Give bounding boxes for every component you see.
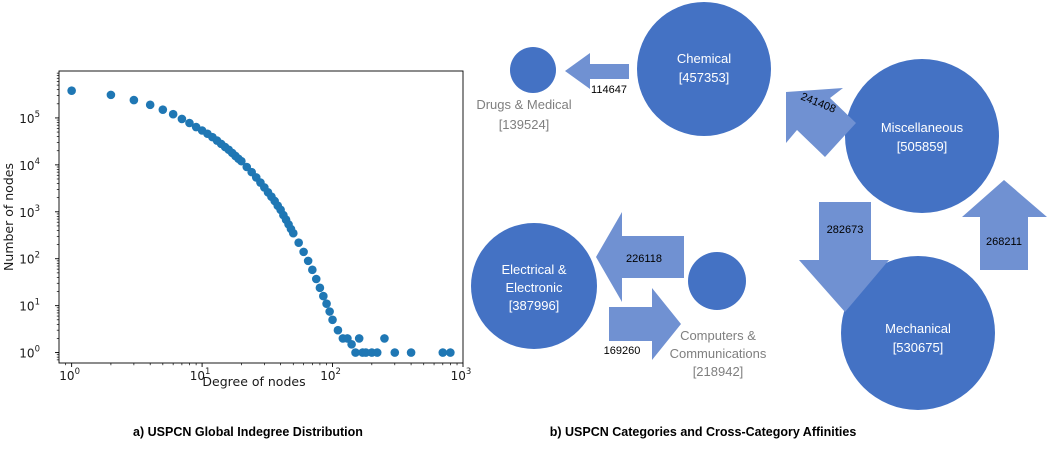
plot-frame [58, 70, 464, 364]
mechanical-label: Mechanical [885, 321, 951, 336]
chemical-count: [457353] [679, 70, 730, 85]
arrow-misc-to-mechanical [799, 202, 889, 312]
weight-misc-mech: 282673 [827, 224, 864, 236]
data-point [129, 95, 139, 105]
y-axis-label: Number of nodes [1, 163, 16, 271]
electrical-label-line2: Electronic [505, 280, 563, 295]
drugs-medical-label: Drugs & Medical [476, 97, 571, 112]
data-point [351, 348, 360, 357]
weight-mech-misc: 268211 [986, 236, 1022, 248]
arrow-electrical-to-computers [609, 288, 681, 360]
node-computers-communications [688, 252, 746, 310]
data-point [311, 274, 321, 284]
data-point [328, 315, 337, 325]
computers-count: [218942] [693, 364, 744, 379]
data-point [158, 105, 168, 114]
chemical-label: Chemical [677, 51, 731, 66]
miscellaneous-count: [505859] [897, 139, 948, 154]
data-point [177, 114, 187, 124]
data-point [322, 299, 331, 309]
arrow-mechanical-to-misc [962, 180, 1047, 270]
node-miscellaneous [845, 59, 999, 213]
data-point [325, 307, 334, 316]
node-chemical [637, 2, 771, 136]
weight-elec-comp: 169260 [604, 345, 641, 357]
y-tick-label: 101 [19, 298, 40, 314]
x-tick-label: 102 [320, 367, 341, 383]
x-tick-label: 100 [59, 367, 80, 383]
data-point [185, 118, 194, 128]
data-point [294, 238, 303, 247]
data-point [168, 109, 178, 119]
y-tick-label: 104 [19, 157, 40, 173]
y-tick-label: 102 [19, 251, 40, 267]
computers-label-line2: Communications [670, 346, 767, 361]
scatter-points [67, 86, 455, 357]
data-point [390, 348, 400, 357]
data-point [288, 228, 298, 238]
data-point [406, 348, 416, 357]
caption-left: a) USPCN Global Indegree Distribution [133, 425, 363, 439]
miscellaneous-label: Miscellaneous [881, 120, 964, 135]
data-point [354, 334, 364, 343]
data-point [361, 348, 371, 357]
x-tick-label: 103 [451, 367, 472, 383]
category-diagram: Chemical [457353] Drugs & Medical [13952… [471, 2, 1047, 410]
data-point [438, 348, 448, 357]
weight-chem-drugs: 114647 [591, 84, 627, 96]
y-axis-ticks: 100 101 102 103 104 105 [19, 72, 59, 361]
node-electrical-electronic [471, 223, 597, 349]
y-tick-label: 105 [19, 110, 40, 126]
caption-right: b) USPCN Categories and Cross-Category A… [550, 425, 857, 439]
data-point [372, 348, 382, 357]
y-tick-label: 100 [19, 345, 40, 361]
y-tick-label: 103 [19, 204, 40, 220]
data-point [299, 247, 308, 257]
electrical-count: [387996] [509, 298, 560, 313]
data-point [308, 265, 317, 275]
arrow-computers-to-electrical [596, 212, 684, 302]
data-point [446, 348, 455, 357]
computers-label-line1: Computers & [680, 328, 756, 343]
electrical-label-line1: Electrical & [501, 262, 566, 277]
indegree-plot: 100 101 102 103 100 101 102 103 104 105 Degree o… [1, 70, 472, 389]
data-point [67, 86, 76, 96]
data-point [333, 325, 343, 335]
drugs-medical-count: [139524] [499, 117, 550, 132]
node-drugs-medical [510, 47, 556, 93]
data-point [319, 291, 328, 301]
weight-comp-elec: 226118 [626, 253, 662, 265]
data-point [347, 340, 356, 349]
arrow-chemical-to-drugs [565, 53, 629, 89]
arrow-misc-to-chemical [786, 88, 856, 157]
data-point [145, 100, 155, 110]
data-point [380, 334, 389, 343]
data-point [303, 256, 313, 266]
mechanical-count: [530675] [893, 340, 944, 355]
data-point [315, 283, 325, 293]
x-axis-label: Degree of nodes [202, 374, 305, 389]
data-point [237, 156, 246, 166]
data-point [106, 90, 116, 100]
node-mechanical [841, 256, 995, 410]
